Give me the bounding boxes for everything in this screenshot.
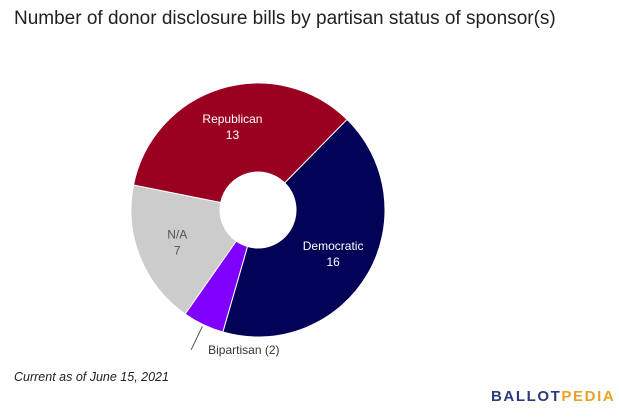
chart-title: Number of donor disclosure bills by part…: [14, 8, 556, 29]
slice-democratic: [222, 118, 386, 338]
donut-slices: [130, 82, 386, 338]
value-republican: 13: [226, 128, 240, 142]
ballotpedia-logo: BALLOTPEDIA: [491, 388, 615, 405]
logo-part-ballot: BALLOT: [491, 388, 562, 405]
label-republican: Republican: [202, 112, 262, 126]
footnote: Current as of June 15, 2021: [14, 370, 169, 384]
value-democratic: 16: [326, 255, 340, 269]
label-bipartisan-2: Bipartisan (2): [208, 343, 279, 357]
callout-line-bipartisan-2: [190, 326, 203, 351]
slice-republican: [132, 82, 348, 204]
value-n-a: 7: [174, 243, 181, 257]
label-democratic: Democratic: [303, 239, 364, 253]
slice-n-a: [130, 184, 237, 315]
slice-labels: Democratic 16 Bipartisan (2) N/A 7 Republican…: [167, 112, 363, 357]
logo-part-pedia: PEDIA: [561, 388, 616, 405]
label-n-a: N/A: [167, 227, 187, 241]
